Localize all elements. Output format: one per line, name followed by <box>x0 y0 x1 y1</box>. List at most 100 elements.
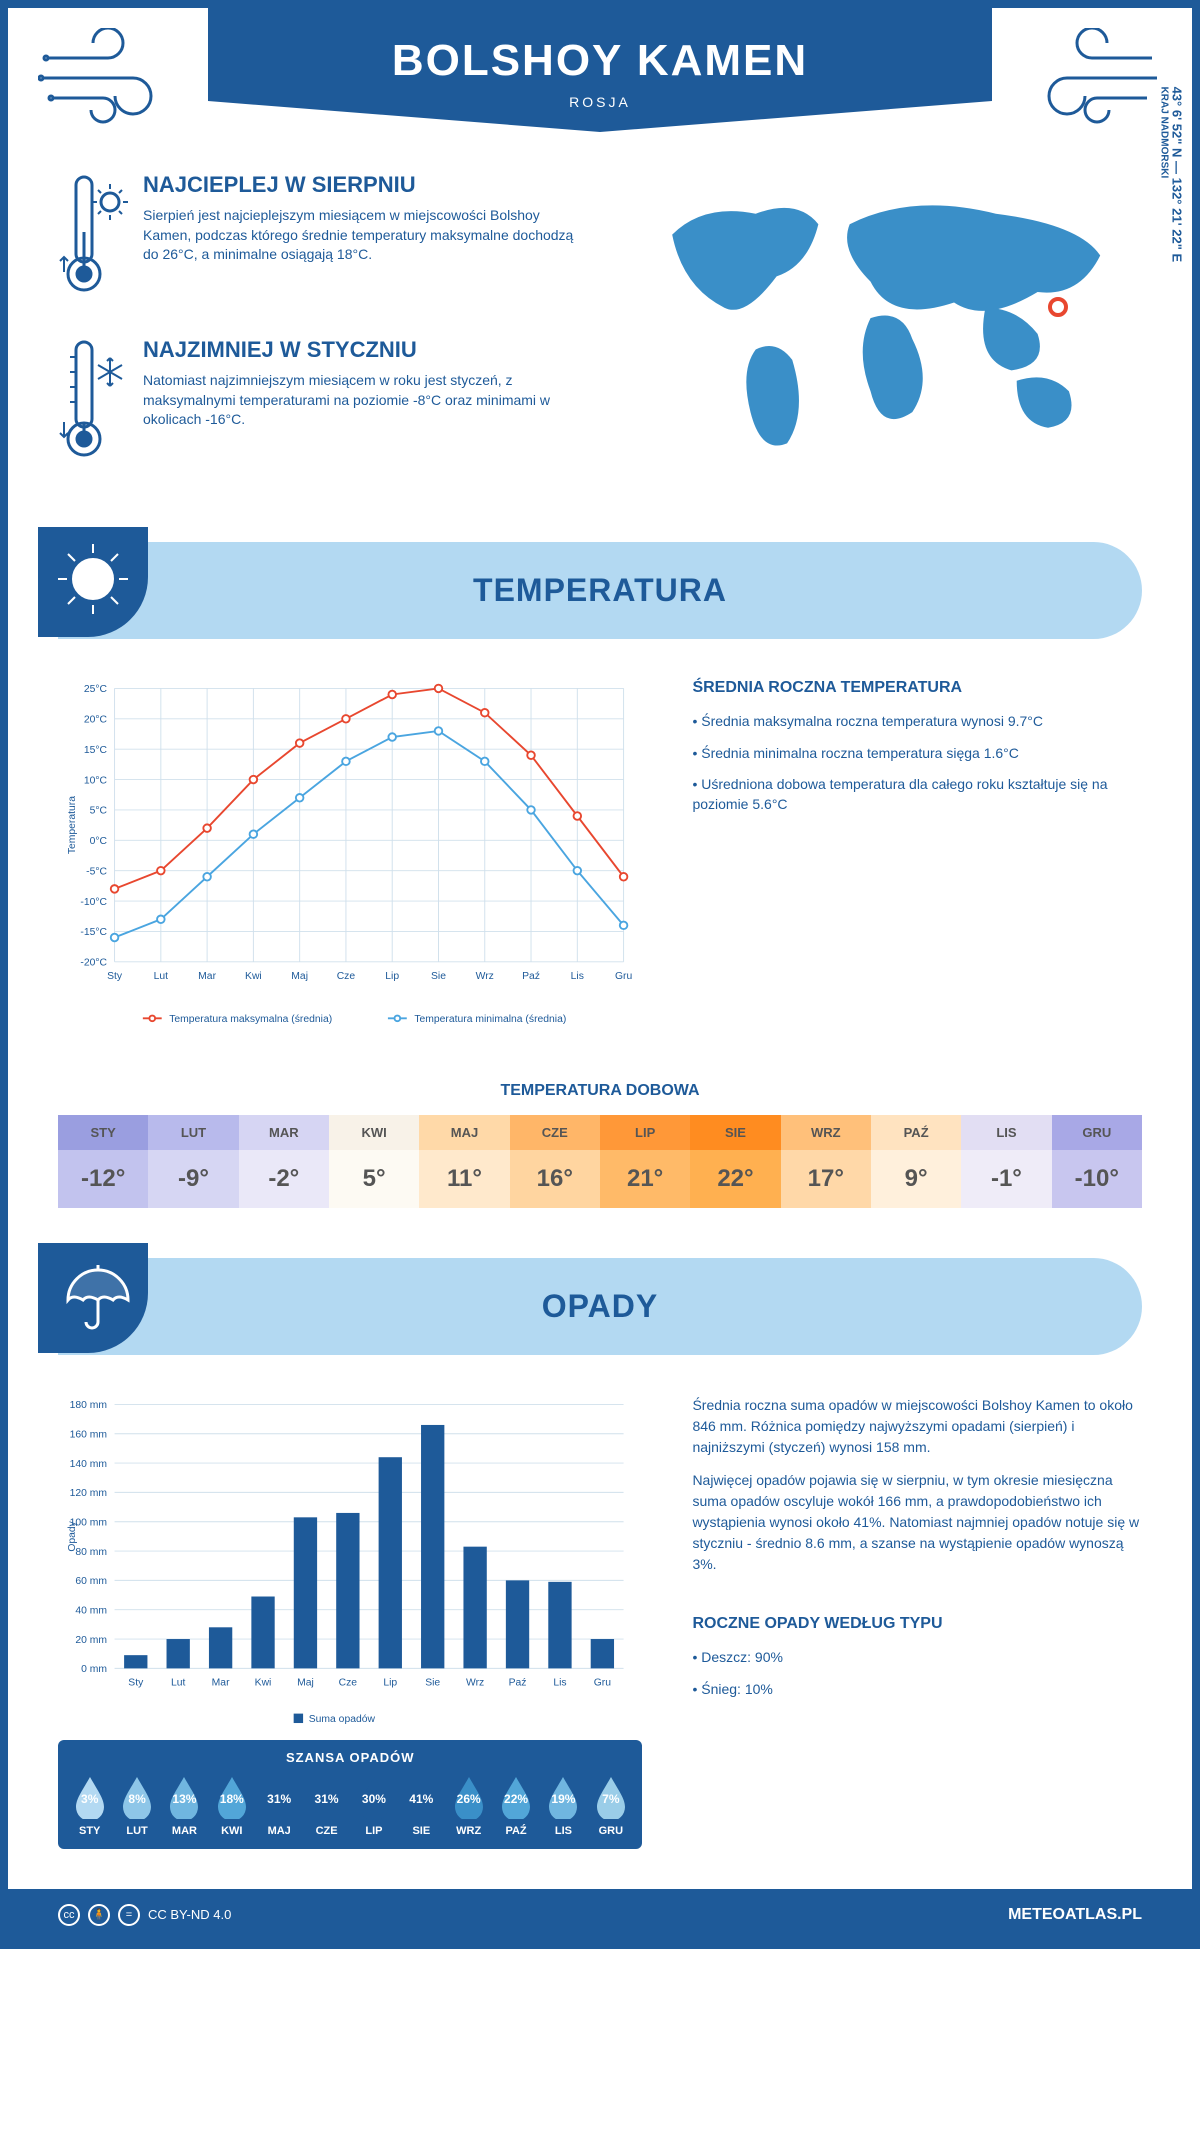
svg-text:140 mm: 140 mm <box>70 1459 107 1470</box>
svg-text:Sty: Sty <box>128 1678 144 1689</box>
svg-text:Lis: Lis <box>553 1678 566 1689</box>
precip-content: 0 mm20 mm40 mm60 mm80 mm100 mm120 mm140 … <box>8 1395 1192 1888</box>
bytype-bullet: Śnieg: 10% <box>692 1680 1142 1700</box>
chance-cell: 8% LUT <box>113 1775 160 1837</box>
svg-text:Maj: Maj <box>297 1678 314 1689</box>
intro-text-column: NAJCIEPLEJ W SIERPNIU Sierpień jest najc… <box>58 172 580 502</box>
svg-text:Sty: Sty <box>107 971 123 982</box>
svg-text:Wrz: Wrz <box>476 971 494 982</box>
drop-icon: 19% <box>545 1775 581 1819</box>
city-name: BOLSHOY KAMEN <box>208 36 992 86</box>
svg-text:-15°C: -15°C <box>80 927 107 938</box>
temp-table-cell: LIP 21° <box>600 1115 690 1208</box>
svg-text:Gru: Gru <box>594 1678 612 1689</box>
drop-icon: 31% <box>261 1775 297 1819</box>
svg-text:Kwi: Kwi <box>255 1678 272 1689</box>
by-icon: 🧍 <box>88 1904 110 1926</box>
svg-text:15°C: 15°C <box>84 745 108 756</box>
temp-table-cell: LUT -9° <box>148 1115 238 1208</box>
svg-text:Mar: Mar <box>198 971 216 982</box>
svg-text:Paź: Paź <box>522 971 540 982</box>
chance-cell: 3% STY <box>66 1775 113 1837</box>
svg-text:25°C: 25°C <box>84 684 108 695</box>
thermometer-hot-icon <box>58 172 128 307</box>
svg-text:5°C: 5°C <box>90 806 108 817</box>
chance-cell: 13% MAR <box>161 1775 208 1837</box>
svg-text:Kwi: Kwi <box>245 971 262 982</box>
svg-text:80 mm: 80 mm <box>75 1547 107 1558</box>
svg-text:Temperatura minimalna (średnia: Temperatura minimalna (średnia) <box>414 1014 566 1025</box>
svg-text:Temperatura maksymalna (średni: Temperatura maksymalna (średnia) <box>169 1014 332 1025</box>
thermometer-cold-icon <box>58 337 128 472</box>
page-container: BOLSHOY KAMEN ROSJA <box>0 0 1200 1949</box>
temp-table-cell: KWI 5° <box>329 1115 419 1208</box>
precip-paragraph-1: Średnia roczna suma opadów w miejscowośc… <box>692 1395 1142 1458</box>
svg-text:Opady: Opady <box>67 1521 78 1552</box>
cc-icon: cc <box>58 1904 80 1926</box>
precip-bytype-title: ROCZNE OPADY WEDŁUG TYPU <box>692 1615 1142 1633</box>
umbrella-icon <box>38 1243 148 1353</box>
svg-text:-10°C: -10°C <box>80 897 107 908</box>
drop-icon: 41% <box>403 1775 439 1819</box>
svg-text:Wrz: Wrz <box>466 1678 484 1689</box>
coldest-title: NAJZIMNIEJ W STYCZNIU <box>143 337 580 363</box>
temp-table-cell: MAJ 11° <box>419 1115 509 1208</box>
precip-chance-title: SZANSA OPADÓW <box>58 1740 642 1775</box>
annual-temp-list: Średnia maksymalna roczna temperatura wy… <box>692 712 1142 814</box>
svg-text:Lut: Lut <box>171 1678 186 1689</box>
warmest-title: NAJCIEPLEJ W SIERPNIU <box>143 172 580 198</box>
precip-text-col: Średnia roczna suma opadów w miejscowośc… <box>692 1395 1142 1848</box>
world-map-icon <box>620 172 1142 464</box>
drop-icon: 30% <box>356 1775 392 1819</box>
svg-text:Lip: Lip <box>385 971 399 982</box>
temp-table-cell: WRZ 17° <box>781 1115 871 1208</box>
precip-section-title: OPADY <box>58 1288 1142 1325</box>
wind-icon-left <box>38 28 178 128</box>
sun-icon <box>38 527 148 637</box>
svg-text:10°C: 10°C <box>84 775 108 786</box>
svg-text:Paź: Paź <box>509 1678 527 1689</box>
annual-bullet: Średnia maksymalna roczna temperatura wy… <box>692 712 1142 732</box>
svg-text:Lut: Lut <box>154 971 169 982</box>
temp-table-cell: PAŹ 9° <box>871 1115 961 1208</box>
svg-text:180 mm: 180 mm <box>70 1400 107 1411</box>
temp-table-cell: STY -12° <box>58 1115 148 1208</box>
chance-cell: 30% LIP <box>350 1775 397 1837</box>
temp-table-cell: MAR -2° <box>239 1115 329 1208</box>
svg-text:Cze: Cze <box>339 1678 358 1689</box>
precip-bytype-list: Deszcz: 90%Śnieg: 10% <box>692 1648 1142 1699</box>
svg-text:120 mm: 120 mm <box>70 1488 107 1499</box>
chance-cell: 41% SIE <box>398 1775 445 1837</box>
warmest-text: Sierpień jest najcieplejszym miesiącem w… <box>143 206 580 265</box>
footer: cc 🧍 = CC BY-ND 4.0 METEOATLAS.PL <box>8 1889 1192 1941</box>
chance-cell: 26% WRZ <box>445 1775 492 1837</box>
annual-bullet: Uśredniona dobowa temperatura dla całego… <box>692 775 1142 814</box>
temp-table-cell: SIE 22° <box>690 1115 780 1208</box>
chance-cell: 7% GRU <box>587 1775 634 1837</box>
svg-text:20°C: 20°C <box>84 715 108 726</box>
svg-text:Temperatura: Temperatura <box>67 796 78 854</box>
temp-table-cell: GRU -10° <box>1052 1115 1142 1208</box>
svg-text:20 mm: 20 mm <box>75 1635 107 1646</box>
drop-icon: 22% <box>498 1775 534 1819</box>
warmest-block: NAJCIEPLEJ W SIERPNIU Sierpień jest najc… <box>58 172 580 307</box>
chance-cell: 19% LIS <box>540 1775 587 1837</box>
svg-text:60 mm: 60 mm <box>75 1576 107 1587</box>
temperature-chart: -20°C-15°C-10°C-5°C0°C5°C10°C15°C20°C25°… <box>58 679 642 1042</box>
chance-cell: 22% PAŹ <box>492 1775 539 1837</box>
svg-text:Gru: Gru <box>615 971 633 982</box>
drop-icon: 3% <box>72 1775 108 1819</box>
temperature-content: -20°C-15°C-10°C-5°C0°C5°C10°C15°C20°C25°… <box>8 679 1192 1082</box>
drop-icon: 18% <box>214 1775 250 1819</box>
annual-temp-title: ŚREDNIA ROCZNA TEMPERATURA <box>692 679 1142 697</box>
drop-icon: 26% <box>451 1775 487 1819</box>
coldest-block: NAJZIMNIEJ W STYCZNIU Natomiast najzimni… <box>58 337 580 472</box>
annual-bullet: Średnia minimalna roczna temperatura się… <box>692 744 1142 764</box>
chance-cell: 31% MAJ <box>256 1775 303 1837</box>
precip-chance-panel: SZANSA OPADÓW 3% STY 8% LUT 13% MAR 18% … <box>58 1740 642 1849</box>
chance-cell: 18% KWI <box>208 1775 255 1837</box>
temperature-annual-text: ŚREDNIA ROCZNA TEMPERATURA Średnia maksy… <box>692 679 1142 1042</box>
drop-icon: 7% <box>593 1775 629 1819</box>
temp-table-cell: LIS -1° <box>961 1115 1051 1208</box>
svg-text:Mar: Mar <box>212 1678 230 1689</box>
